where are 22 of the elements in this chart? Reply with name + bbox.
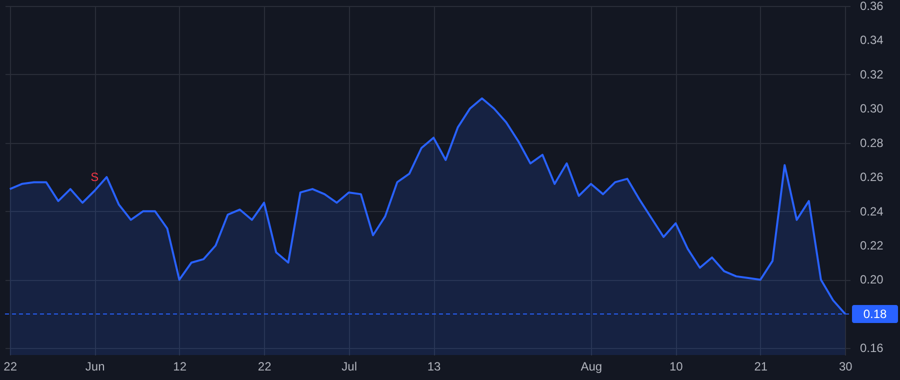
y-tick-label: 0.32 [860,67,884,82]
y-tick-label: 0.22 [860,238,884,253]
x-tick-label: Jun [85,360,105,374]
x-tick-label: 22 [4,360,18,374]
y-tick-label: 0.34 [860,33,884,48]
x-tick-label: 13 [427,360,442,374]
x-tick-label: 10 [669,360,684,374]
x-tick-label: Aug [580,360,602,374]
x-tick-label: 12 [173,360,187,374]
ref-line-label: 0.18 [863,306,887,321]
y-tick-label: 0.20 [860,272,884,287]
x-tick-label: 30 [838,360,853,374]
y-tick-label: 0.16 [860,341,884,356]
x-tick-label: 22 [258,360,272,374]
y-tick-label: 0.36 [860,0,884,13]
annotation: S [90,170,99,184]
y-tick-label: 0.26 [860,170,884,184]
x-tick-label: Jul [342,360,357,374]
x-tick-label: 21 [754,360,768,374]
y-tick-label: 0.30 [860,102,884,116]
y-tick-label: 0.24 [860,204,884,218]
y-tick-label: 0.28 [860,136,884,150]
